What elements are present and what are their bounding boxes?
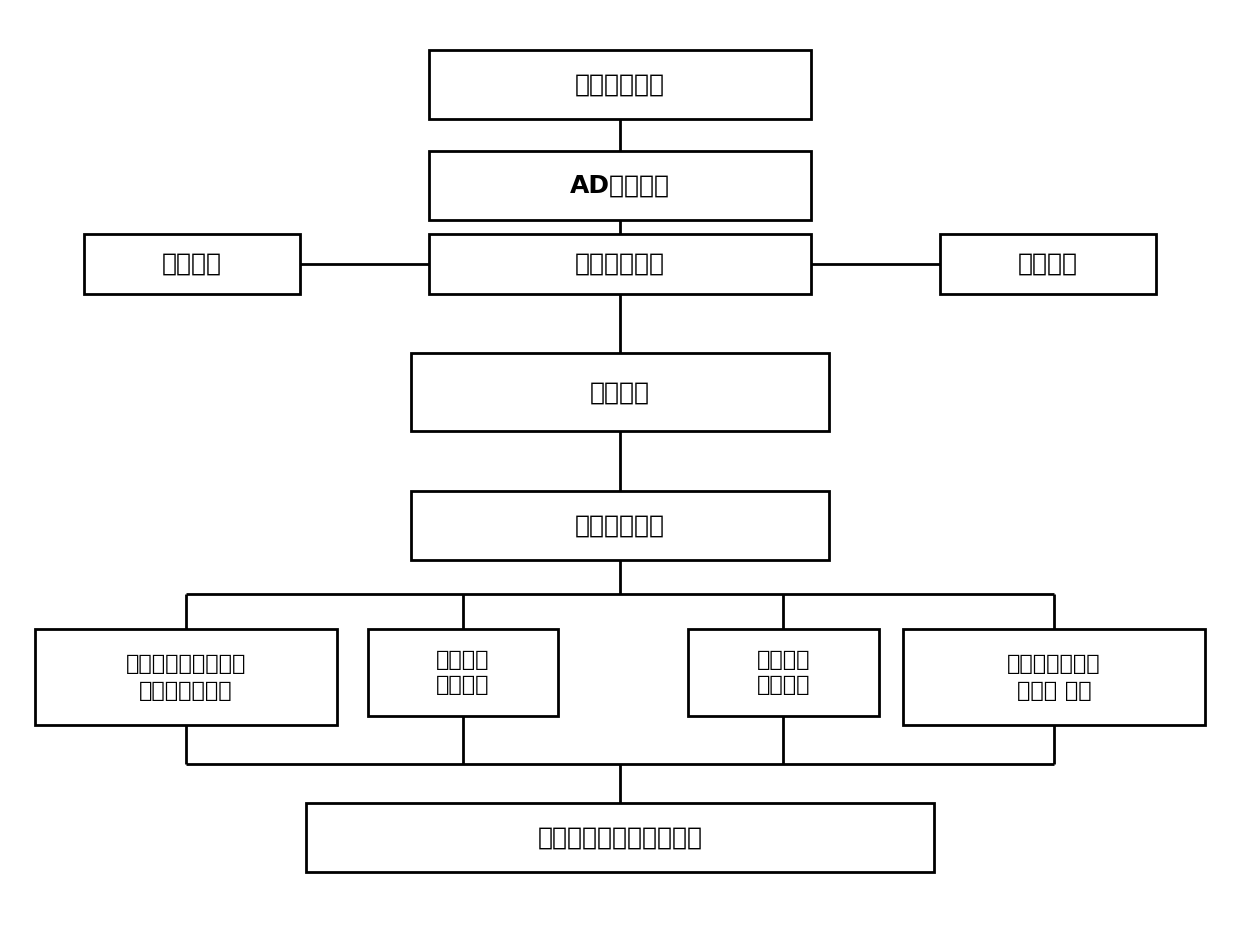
FancyBboxPatch shape: [84, 234, 300, 294]
Text: 主控芯片: 主控芯片: [590, 380, 650, 404]
Text: 及接地控制模块: 及接地控制模块: [139, 680, 233, 701]
Text: 交流窜入: 交流窜入: [436, 650, 490, 670]
FancyBboxPatch shape: [429, 50, 811, 119]
Text: 母线与支路绝缘降低: 母线与支路绝缘降低: [125, 654, 246, 674]
FancyBboxPatch shape: [688, 629, 879, 717]
Text: 控制模块: 控制模块: [436, 675, 490, 694]
FancyBboxPatch shape: [429, 151, 811, 220]
FancyBboxPatch shape: [940, 234, 1156, 294]
FancyBboxPatch shape: [306, 804, 934, 872]
Text: 电压采集模块: 电压采集模块: [575, 72, 665, 96]
Text: 通信模块: 通信模块: [1018, 252, 1078, 275]
Text: 数字隔离模块: 数字隔离模块: [575, 252, 665, 275]
FancyBboxPatch shape: [410, 491, 830, 560]
FancyBboxPatch shape: [35, 629, 337, 725]
Text: 直流互窜: 直流互窜: [756, 650, 810, 670]
FancyBboxPatch shape: [903, 629, 1205, 725]
FancyBboxPatch shape: [410, 353, 830, 431]
Text: 对地分布电容增: 对地分布电容增: [1007, 654, 1101, 674]
FancyBboxPatch shape: [367, 629, 558, 717]
FancyBboxPatch shape: [429, 234, 811, 294]
Text: 显示模块: 显示模块: [162, 252, 222, 275]
Text: AD转换模块: AD转换模块: [570, 173, 670, 197]
Text: 光耦隔离模块: 光耦隔离模块: [575, 514, 665, 538]
Text: 大控制 模块: 大控制 模块: [1017, 680, 1091, 701]
Text: 控制模块: 控制模块: [756, 675, 810, 694]
Text: 母线与支路输入控制模块: 母线与支路输入控制模块: [537, 826, 703, 850]
